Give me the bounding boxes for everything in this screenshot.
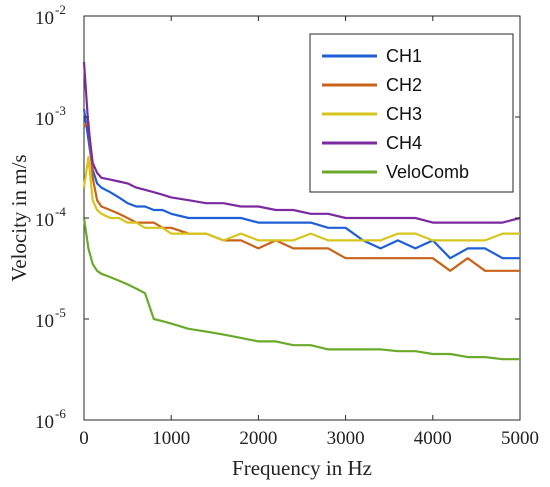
series-line-velocomb: [82, 217, 520, 361]
legend-items: CH1 CH2 CH3 CH4 VeloComb: [322, 46, 469, 182]
y-tick-exponent: -4: [55, 204, 66, 219]
x-tick-label: 0: [79, 428, 89, 449]
y-axis-title: Velocity in m/s: [7, 154, 31, 281]
legend-label-ch1: CH1: [386, 46, 422, 66]
y-tick-exponent: -2: [55, 2, 66, 17]
y-tick-label: 10: [35, 8, 54, 29]
legend-label-ch4: CH4: [386, 133, 422, 153]
legend: CH1 CH2 CH3 CH4 VeloComb: [309, 33, 514, 193]
y-tick-exponent: -5: [55, 305, 66, 320]
legend-label-ch3: CH3: [386, 104, 422, 124]
y-tick-label: 10: [35, 311, 54, 332]
series-layer: [82, 61, 521, 361]
series-line-ch2: [83, 120, 520, 272]
x-axis-title: Frequency in Hz: [232, 456, 372, 480]
x-tick-label: 5000: [501, 428, 539, 449]
series-line-ch3: [82, 156, 520, 242]
legend-label-ch2: CH2: [386, 75, 422, 95]
y-tick-label: 10: [35, 210, 54, 231]
x-tick-label: 2000: [239, 428, 277, 449]
y-tick-exponent: -3: [55, 103, 66, 118]
x-tick-label: 1000: [152, 428, 190, 449]
legend-label-velocomb: VeloComb: [386, 162, 469, 182]
y-tick-exponent: -6: [55, 406, 66, 421]
y-tick-label: 10: [35, 109, 54, 130]
series-line-ch4: [82, 61, 521, 224]
y-tick-label: 10: [35, 412, 54, 433]
x-tick-label: 3000: [327, 428, 365, 449]
x-tick-label: 4000: [414, 428, 452, 449]
series-line-ch1: [82, 108, 520, 260]
